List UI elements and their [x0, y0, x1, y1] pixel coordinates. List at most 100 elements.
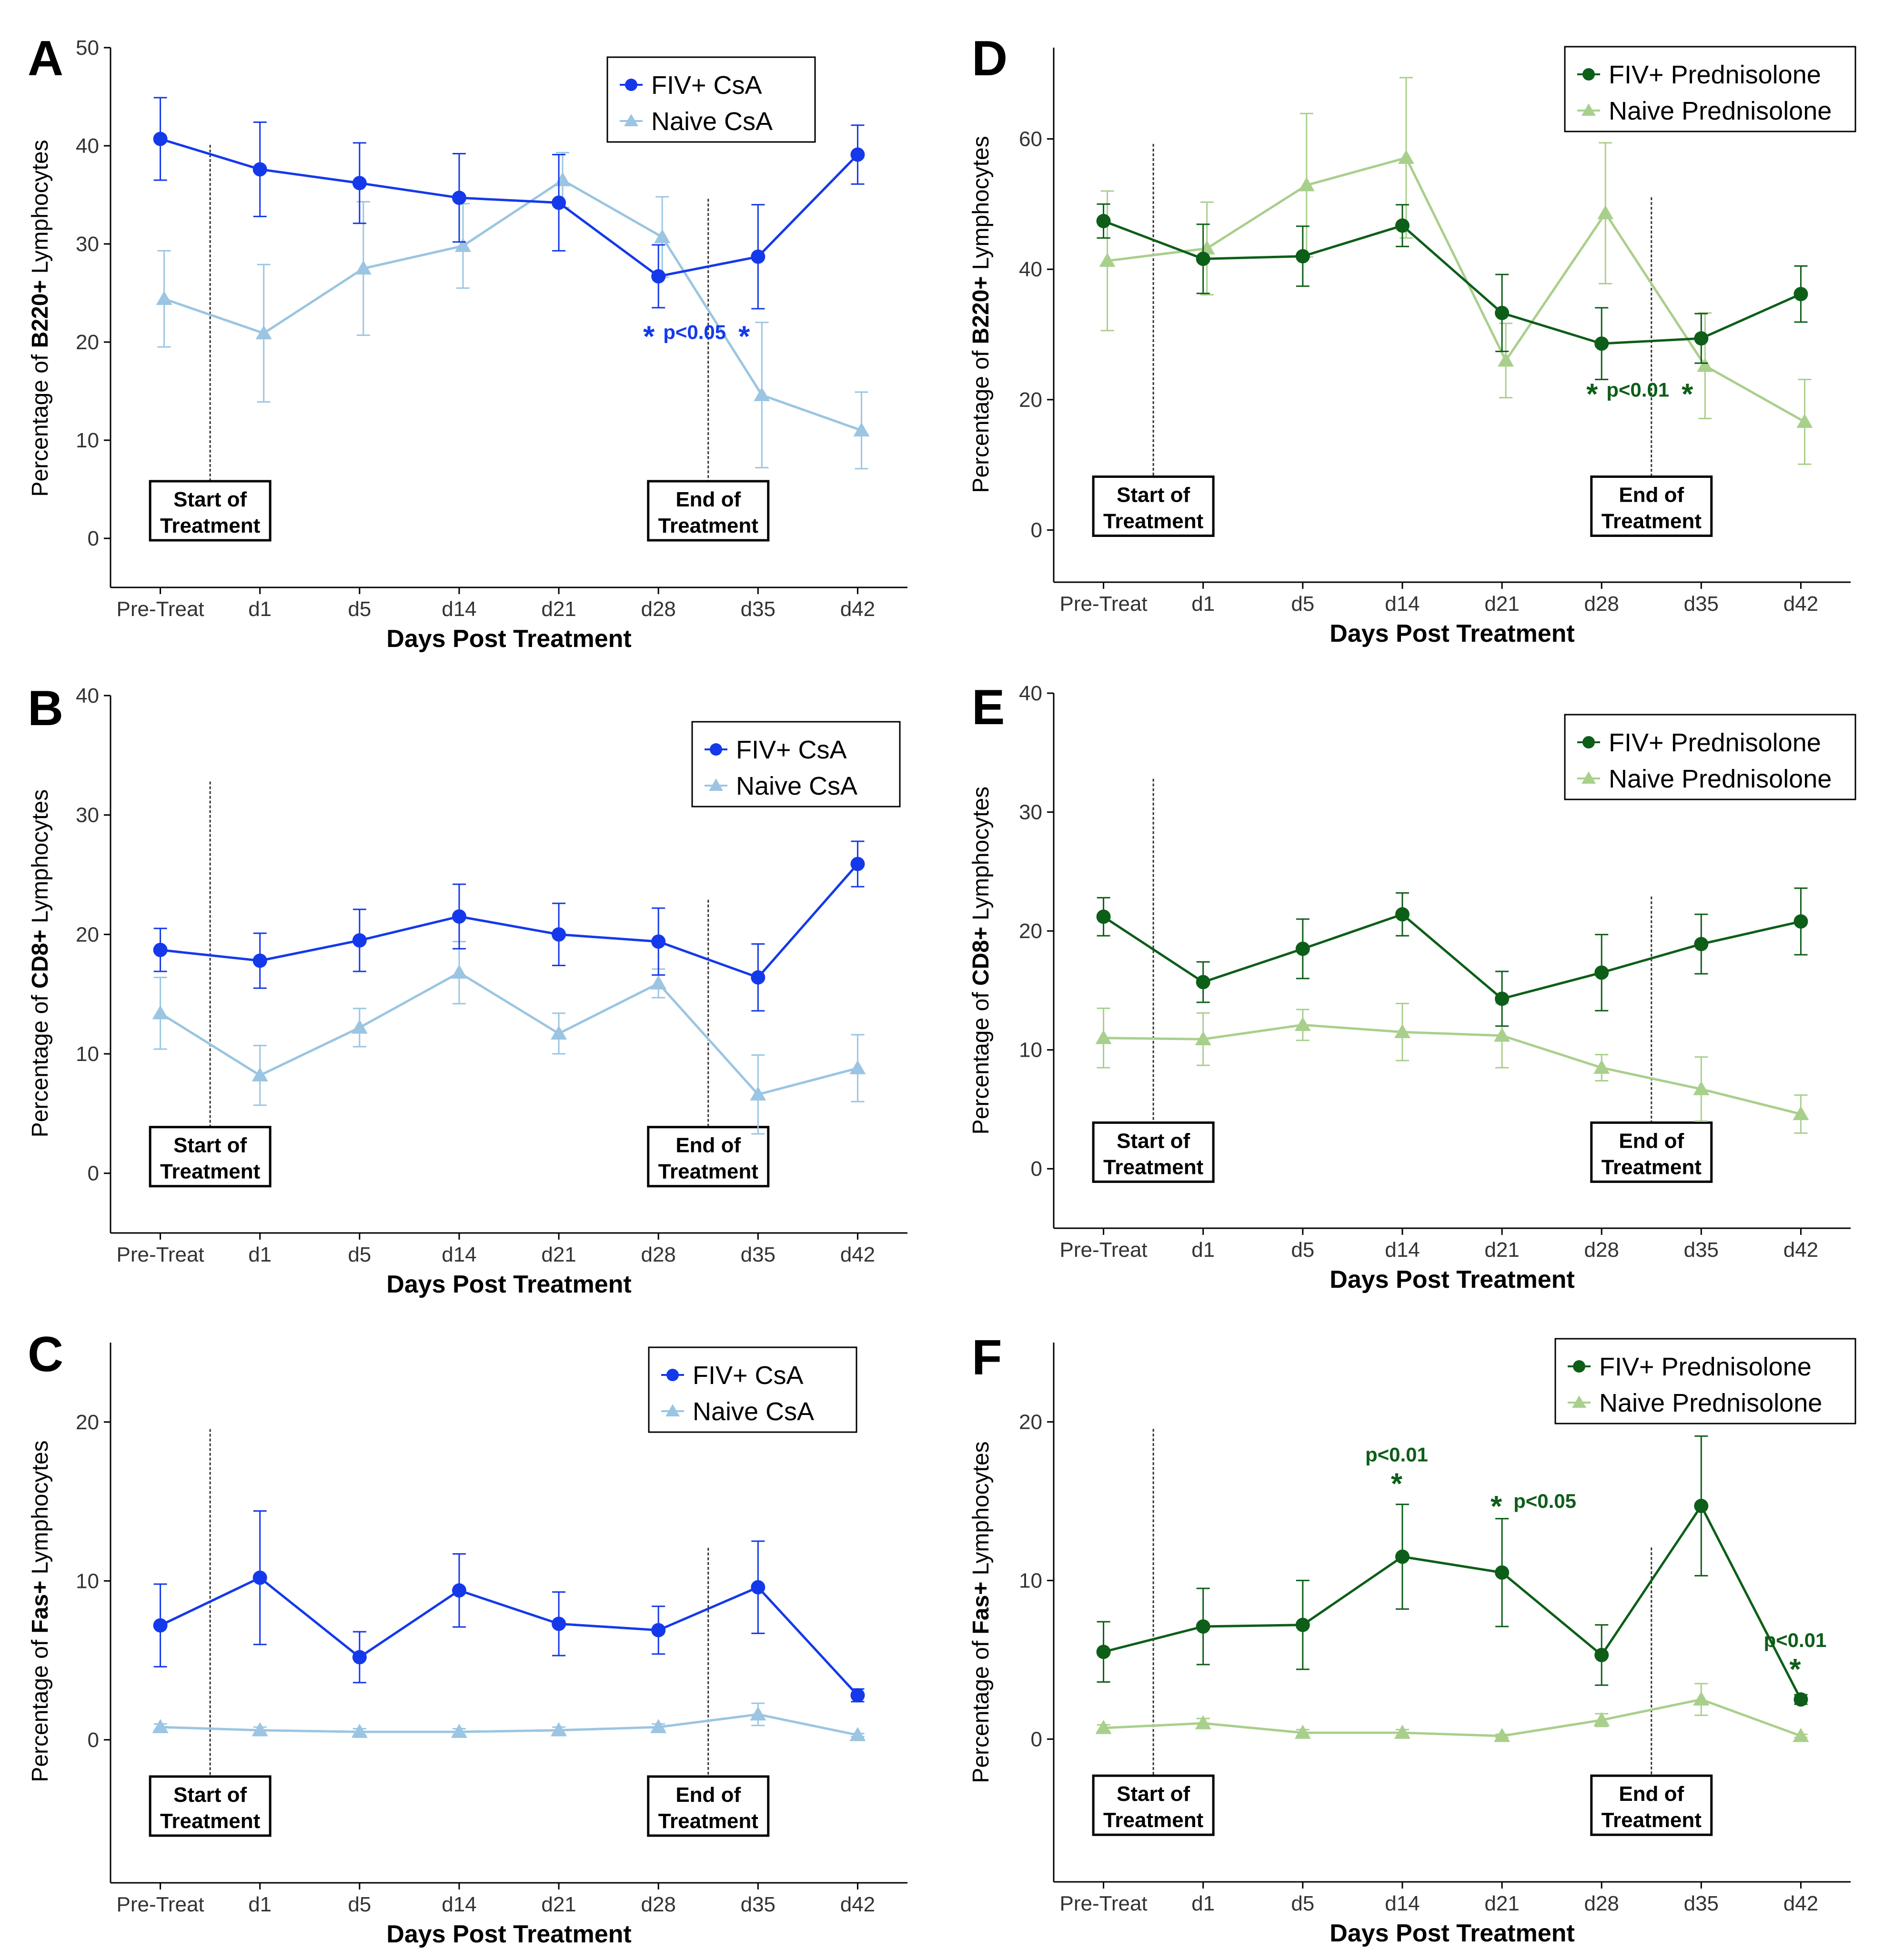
end-treatment-box-frame [647, 480, 770, 542]
legend: FIV+ CsA Naive CsA [606, 56, 816, 143]
end-treatment-box-line1: End of [675, 1134, 741, 1157]
start-treatment-box-line1: Start of [1117, 1782, 1190, 1806]
panel-letter: B [28, 681, 63, 736]
data-point [452, 191, 466, 205]
data-point [152, 1719, 169, 1733]
data-point [1095, 1030, 1112, 1044]
data-point [1096, 909, 1111, 924]
y-tick-label: 10 [76, 1569, 99, 1593]
legend-label: FIV+ CsA [693, 1361, 804, 1390]
series-fiv [153, 97, 865, 310]
data-point [552, 1616, 566, 1631]
legend-label: FIV+ CsA [736, 736, 847, 764]
legend-marker-circle [1582, 736, 1595, 748]
x-tick-label: d28 [1584, 1892, 1619, 1915]
legend-label: Naive CsA [736, 772, 857, 800]
start-treatment-box-line1: Start of [173, 1134, 247, 1157]
data-point [849, 1727, 866, 1741]
x-tick-label: Pre-Treat [116, 1243, 204, 1266]
series-line [160, 863, 859, 979]
panel-e: E 0 10 20 30 40 Pre-Treat d1 d5 d14 d21 d28 d35 d42 Da… [968, 680, 1856, 1293]
y-axis-title-marker: B220+ [968, 276, 994, 344]
x-tick-label: d28 [1584, 592, 1619, 616]
legend-marker-triangle [1582, 103, 1596, 116]
data-point [351, 1019, 368, 1034]
x-tick-label: d1 [1191, 1892, 1215, 1915]
start-treatment-box-line2: Treatment [1103, 1808, 1204, 1832]
data-point [1294, 1725, 1311, 1739]
data-point [1793, 1728, 1809, 1742]
data-point [351, 1724, 368, 1738]
x-tick-label: d5 [1291, 592, 1314, 616]
data-point [850, 857, 865, 871]
data-point [554, 172, 571, 186]
series-fiv [1096, 203, 1808, 380]
x-tick-label: Pre-Treat [1059, 592, 1147, 616]
data-point [1594, 1647, 1609, 1662]
x-tick-label: d42 [1783, 1238, 1818, 1262]
data-point [1298, 177, 1315, 192]
series-line [163, 179, 862, 432]
data-point [252, 1570, 267, 1585]
start-treatment-box-line2: Treatment [160, 1809, 261, 1833]
data-point [551, 1025, 567, 1040]
x-tick-label: d14 [442, 597, 476, 621]
data-point [1494, 1027, 1511, 1042]
data-point [654, 229, 671, 243]
data-point [1295, 1617, 1310, 1632]
y-axis-title-marker: Fas+ [968, 1582, 994, 1635]
data-point [1793, 1106, 1809, 1121]
data-point [355, 260, 372, 275]
series-line [160, 1576, 859, 1697]
sig-star-left: * [643, 320, 655, 353]
data-point [552, 927, 566, 942]
start-treatment-box-line2: Treatment [1103, 510, 1204, 533]
data-point [1096, 213, 1111, 228]
end-treatment-box-line2: Treatment [1602, 1155, 1702, 1179]
legend-marker-circle [1573, 1360, 1585, 1373]
x-tick-label: d21 [541, 1243, 576, 1266]
sig-star-right: * [738, 320, 750, 353]
series-naive [152, 1702, 866, 1741]
y-tick-label: 30 [76, 232, 99, 256]
data-point [1295, 941, 1310, 956]
data-point [1597, 205, 1614, 220]
significance-annotation: * p<0.01 * [1586, 378, 1693, 411]
data-point [1096, 1645, 1111, 1659]
panel-letter: F [972, 1330, 1002, 1385]
sig-label: p<0.05 [663, 321, 726, 343]
panel-letter: C [28, 1327, 63, 1382]
data-point [650, 975, 667, 990]
start-treatment-box: Start of Treatment [1092, 475, 1215, 537]
series-line [1103, 1504, 1802, 1700]
legend-frame [606, 56, 816, 143]
series-line [160, 138, 859, 278]
legend: FIV+ CsA Naive CsA [648, 1346, 857, 1433]
y-axis-title-marker: CD8+ [28, 929, 53, 989]
data-point [156, 291, 172, 305]
start-treatment-box: Start of Treatment [149, 480, 272, 542]
y-tick-label: 10 [1019, 1039, 1042, 1062]
legend-marker-triangle [1572, 1395, 1586, 1408]
end-treatment-box-frame [1590, 1121, 1713, 1183]
data-point [1195, 1031, 1211, 1045]
series-naive [1095, 1683, 1809, 1742]
legend-frame [1564, 714, 1856, 800]
y-axis-title-prefix: Percentage of [28, 989, 53, 1137]
x-tick-label: d21 [1484, 1238, 1519, 1262]
sig-star-right: * [1682, 378, 1693, 411]
data-point [252, 1722, 268, 1737]
x-tick-label: d42 [1783, 1892, 1818, 1915]
x-tick-label: d35 [1684, 1238, 1719, 1262]
end-treatment-box: End of Treatment [1590, 1121, 1713, 1183]
y-tick-label: 10 [76, 429, 99, 452]
y-axis-title-marker: Fas+ [28, 1581, 53, 1634]
y-tick-label: 20 [1019, 919, 1042, 943]
y-tick-label: 0 [1031, 1157, 1042, 1181]
panel-f: F 0 10 20 Pre-Treat d1 d5 d14 d21 d28 d35 d42 Days P… [968, 1330, 1856, 1947]
sig-label: p<0.01 [1763, 1629, 1826, 1651]
x-tick-label: d42 [840, 597, 875, 621]
series-line [1103, 1023, 1802, 1115]
data-point [1196, 975, 1210, 990]
end-treatment-box-line1: End of [675, 1783, 741, 1807]
